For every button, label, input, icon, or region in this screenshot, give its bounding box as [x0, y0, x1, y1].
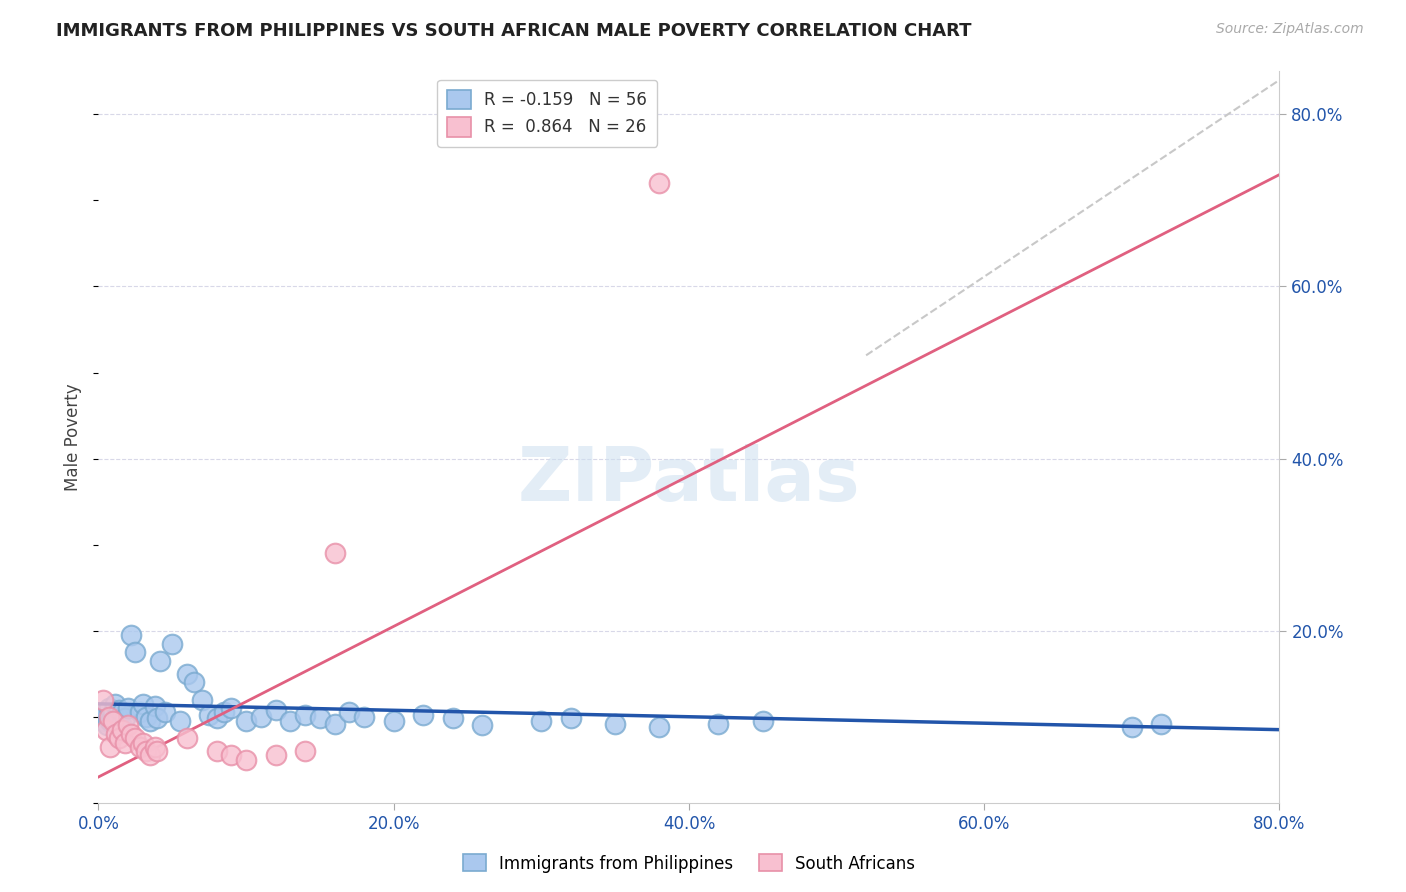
- Point: [110, 716, 132, 731]
- Point: [212, 706, 235, 720]
- Point: [176, 666, 198, 681]
- Point: [162, 637, 183, 651]
- Text: IMMIGRANTS FROM PHILIPPINES VS SOUTH AFRICAN MALE POVERTY CORRELATION CHART: IMMIGRANTS FROM PHILIPPINES VS SOUTH AFR…: [56, 22, 972, 40]
- Point: [353, 710, 375, 724]
- Point: [111, 723, 134, 737]
- Point: [382, 714, 405, 728]
- Point: [264, 748, 287, 763]
- Point: [176, 731, 198, 746]
- Point: [105, 714, 128, 728]
- Point: [91, 710, 114, 724]
- Point: [97, 710, 120, 724]
- Point: [146, 711, 169, 725]
- Point: [412, 708, 434, 723]
- Point: [205, 711, 228, 725]
- Point: [250, 710, 273, 724]
- Point: [103, 714, 125, 728]
- Y-axis label: Male Poverty: Male Poverty: [65, 384, 83, 491]
- Point: [124, 731, 146, 746]
- Point: [128, 706, 150, 720]
- Point: [108, 731, 131, 746]
- Point: [98, 714, 121, 728]
- Point: [94, 706, 117, 720]
- Point: [111, 706, 134, 720]
- Point: [294, 744, 316, 758]
- Point: [1150, 716, 1173, 731]
- Point: [124, 645, 146, 659]
- Point: [205, 744, 228, 758]
- Point: [191, 692, 214, 706]
- Point: [143, 699, 166, 714]
- Legend: Immigrants from Philippines, South Africans: Immigrants from Philippines, South Afric…: [456, 847, 922, 880]
- Point: [441, 711, 464, 725]
- Point: [132, 735, 155, 749]
- Point: [323, 716, 346, 731]
- Point: [264, 703, 287, 717]
- Point: [104, 697, 127, 711]
- Point: [278, 714, 302, 728]
- Point: [323, 546, 346, 560]
- Point: [309, 711, 332, 725]
- Point: [120, 727, 142, 741]
- Point: [648, 720, 671, 734]
- Point: [107, 710, 129, 724]
- Point: [751, 714, 773, 728]
- Point: [132, 697, 155, 711]
- Point: [149, 654, 172, 668]
- Point: [114, 711, 136, 725]
- Point: [294, 708, 316, 723]
- Point: [135, 744, 157, 758]
- Point: [339, 706, 360, 720]
- Point: [120, 628, 142, 642]
- Point: [100, 710, 122, 724]
- Point: [235, 714, 257, 728]
- Point: [219, 701, 242, 715]
- Point: [94, 723, 117, 737]
- Point: [97, 701, 120, 715]
- Point: [605, 716, 627, 731]
- Point: [139, 714, 162, 728]
- Point: [91, 692, 114, 706]
- Point: [96, 718, 118, 732]
- Point: [183, 675, 205, 690]
- Point: [560, 711, 582, 725]
- Point: [530, 714, 553, 728]
- Point: [707, 716, 730, 731]
- Point: [93, 714, 115, 728]
- Point: [235, 753, 257, 767]
- Point: [139, 748, 162, 763]
- Point: [128, 739, 150, 754]
- Point: [471, 718, 494, 732]
- Point: [98, 739, 121, 754]
- Point: [648, 176, 671, 190]
- Point: [105, 727, 128, 741]
- Text: ZIPatlas: ZIPatlas: [517, 444, 860, 517]
- Point: [198, 708, 221, 723]
- Point: [135, 710, 157, 724]
- Point: [114, 735, 136, 749]
- Point: [1121, 720, 1143, 734]
- Point: [219, 748, 242, 763]
- Text: Source: ZipAtlas.com: Source: ZipAtlas.com: [1216, 22, 1364, 37]
- Point: [103, 706, 125, 720]
- Legend: R = -0.159   N = 56, R =  0.864   N = 26: R = -0.159 N = 56, R = 0.864 N = 26: [437, 79, 657, 146]
- Point: [117, 718, 139, 732]
- Point: [108, 703, 131, 717]
- Point: [153, 706, 176, 720]
- Point: [169, 714, 191, 728]
- Point: [117, 701, 139, 715]
- Point: [146, 744, 169, 758]
- Point: [143, 739, 166, 754]
